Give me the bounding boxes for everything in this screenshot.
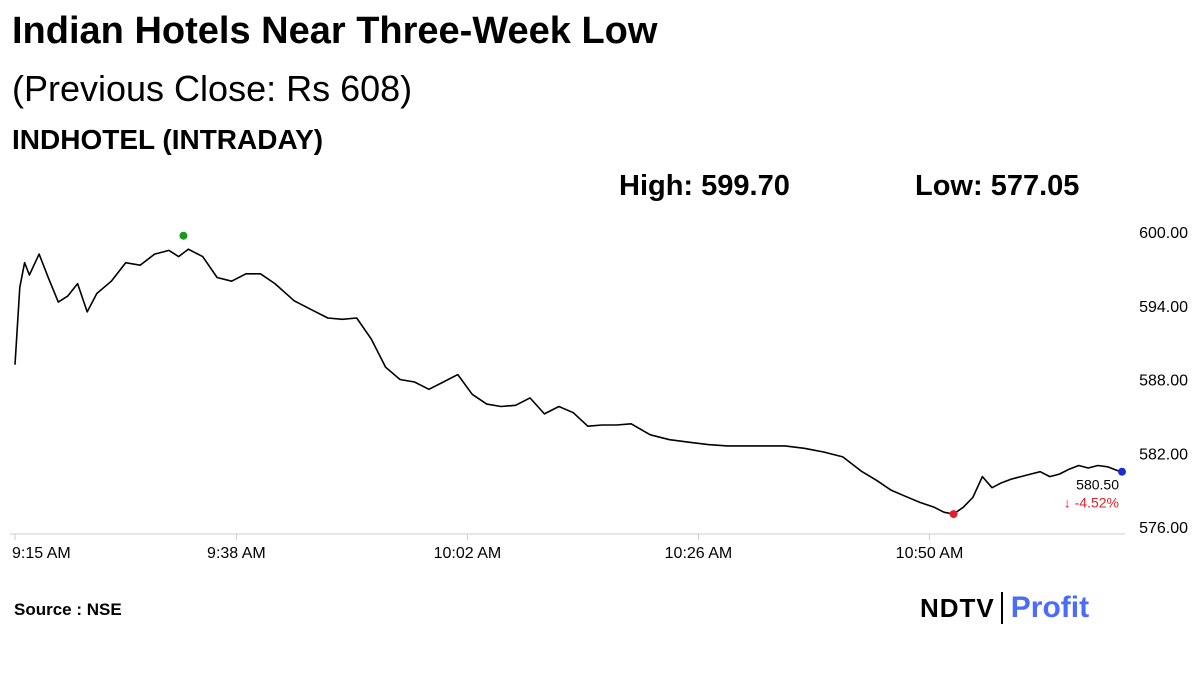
chart-subtitle: (Previous Close: Rs 608)	[12, 68, 413, 109]
y-tick-label: 594.00	[1139, 299, 1188, 316]
ticker-label: INDHOTEL (INTRADAY)	[12, 124, 324, 155]
ndtv-profit-logo: NDTV Profit	[920, 588, 1089, 628]
x-tick-label: 10:02 AM	[434, 545, 502, 562]
change-label: ↓ -4.52%	[1064, 495, 1119, 511]
high-value: High: 599.70	[619, 170, 790, 202]
y-tick-label: 576.00	[1139, 520, 1188, 537]
low-value: Low: 577.05	[915, 170, 1080, 202]
x-tick-label: 9:38 AM	[207, 545, 266, 562]
chart-title: Indian Hotels Near Three-Week Low	[12, 10, 658, 52]
x-tick-label: 9:15 AM	[12, 545, 71, 562]
price-line	[14, 248, 1123, 515]
y-tick-label: 600.00	[1139, 225, 1188, 242]
low-marker	[949, 510, 958, 519]
last-price-marker	[1118, 467, 1126, 476]
x-tick-label: 10:26 AM	[665, 545, 733, 562]
last-price-label: 580.50	[1076, 477, 1119, 493]
high-marker	[179, 231, 188, 240]
x-tick-label: 10:50 AM	[896, 545, 964, 562]
source-note: Source : NSE	[14, 600, 122, 619]
logo-ndtv-text: NDTV	[920, 592, 995, 623]
logo-divider	[1000, 592, 1003, 624]
x-axis-ticks: 9:15 AM 9:38 AM 10:02 AM 10:26 AM 10:50 AM	[12, 534, 963, 562]
y-tick-label: 588.00	[1139, 373, 1188, 390]
logo-profit-text: Profit	[1010, 591, 1090, 624]
y-tick-label: 582.00	[1139, 446, 1188, 463]
y-axis-ticks: 600.00 594.00 588.00 582.00 576.00	[1139, 225, 1188, 537]
